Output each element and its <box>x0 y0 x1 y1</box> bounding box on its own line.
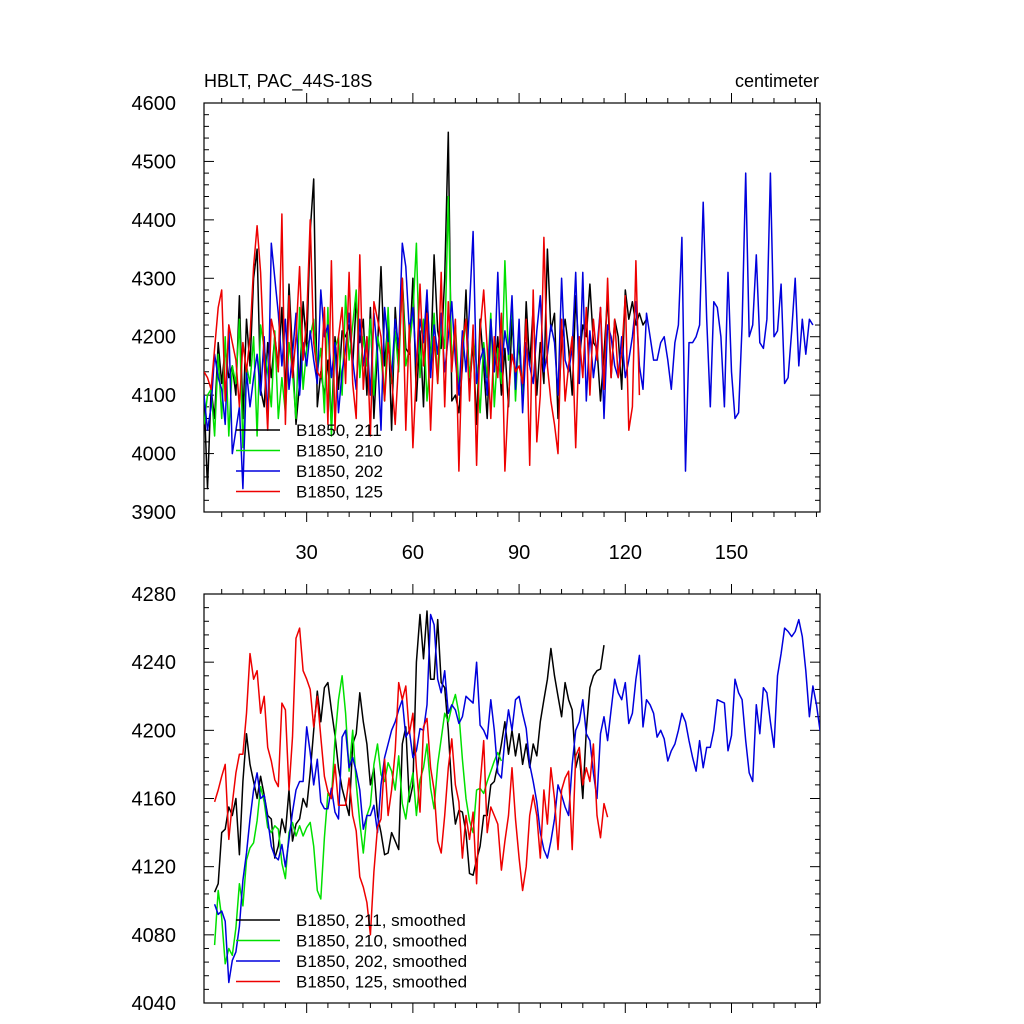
y-tick-label: 4120 <box>132 857 177 879</box>
y-tick-label: 3900 <box>132 502 177 524</box>
legend-label-211: B1850, 211, smoothed <box>296 911 466 930</box>
units-label: centimeter <box>735 71 819 91</box>
y-tick-label: 4400 <box>132 210 177 232</box>
series-line-210 <box>204 195 524 449</box>
series-line-125 <box>213 627 609 936</box>
y-tick-label: 4300 <box>132 268 177 290</box>
figure-title: HBLT, PAC_44S-18S <box>204 71 372 92</box>
series-line-210 <box>213 675 503 965</box>
bottom-panel: 4040 4080 4120 4160 4200 4240 4280 B1850, 211, … <box>132 584 821 1015</box>
legend-label-202: B1850, 202, smoothed <box>296 952 467 971</box>
y-tick-label: 4200 <box>132 720 177 742</box>
y-tick-label: 4160 <box>132 789 177 811</box>
series-line-202 <box>213 613 820 984</box>
y-tick-label: 4000 <box>132 444 177 466</box>
series-line-125 <box>204 213 641 472</box>
x-tick-label: 150 <box>715 542 748 564</box>
y-tick-label: 4280 <box>132 584 177 606</box>
legend-label-125: B1850, 125 <box>296 483 383 502</box>
plot-frame <box>203 102 821 513</box>
y-tick-label: 4200 <box>132 327 177 349</box>
top-panel: 3900 4000 4100 4200 4300 4400 4500 4600 30 60 90 12… <box>132 93 821 564</box>
x-tick-label: 30 <box>296 542 318 564</box>
series-line-202 <box>204 172 814 490</box>
x-tick-label: 90 <box>508 542 530 564</box>
y-tick-label: 4240 <box>132 652 177 674</box>
y-tick-label: 4600 <box>132 93 177 115</box>
y-tick-label: 4040 <box>132 993 177 1015</box>
legend-label-202: B1850, 202 <box>296 462 383 481</box>
x-tick-label: 120 <box>609 542 642 564</box>
legend-label-210: B1850, 210, smoothed <box>296 932 467 951</box>
legend-label-210: B1850, 210 <box>296 442 383 461</box>
y-tick-label: 4500 <box>132 151 177 173</box>
legend-label-211: B1850, 211 <box>296 421 382 440</box>
y-tick-label: 4100 <box>132 385 177 407</box>
legend-label-125: B1850, 125, smoothed <box>296 973 467 992</box>
x-tick-label: 60 <box>402 542 424 564</box>
y-tick-label: 4080 <box>132 925 177 947</box>
